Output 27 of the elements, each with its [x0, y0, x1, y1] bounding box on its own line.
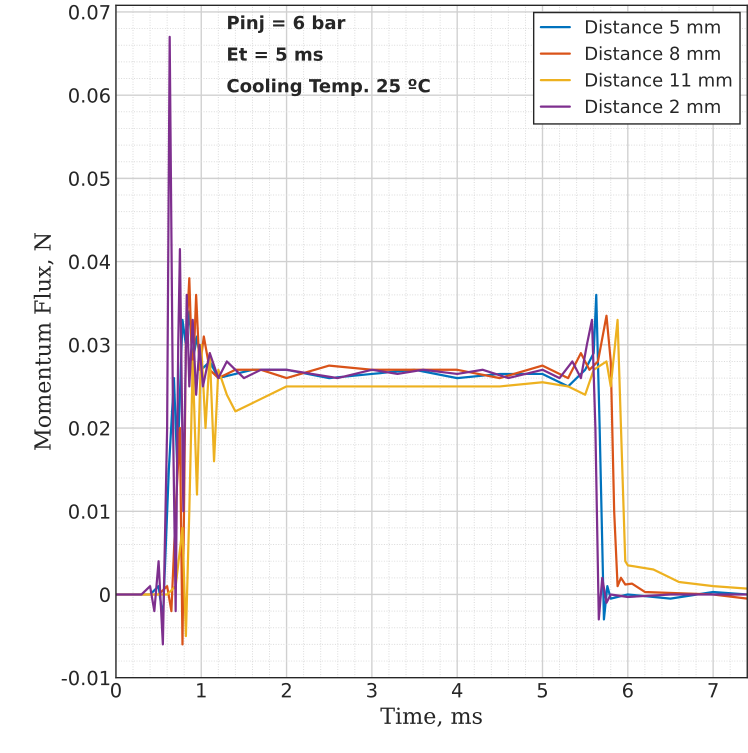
- y-tick-label: 0.03: [69, 338, 110, 352]
- y-tick-label: 0.02: [69, 420, 110, 436]
- y-tick-label: 0.01: [69, 504, 110, 519]
- legend-label: Distance 8 mm: [586, 46, 720, 60]
- x-tick-label: 4: [452, 683, 462, 698]
- line-series: [116, 36, 748, 646]
- y-axis-title: Momentum Flux, N: [34, 232, 54, 450]
- x-tick-label: 3: [367, 682, 377, 698]
- y-tick-label: -0.01: [62, 670, 110, 686]
- y-tick-label: 0: [100, 587, 110, 602]
- x-axis-title: Time, ms: [380, 707, 482, 727]
- x-tick-label: 7: [708, 683, 718, 698]
- y-tick-label: 0.04: [69, 254, 110, 270]
- x-tick-label: 2: [282, 682, 291, 698]
- annotation: Cooling Temp. 25 ºC: [227, 78, 430, 96]
- y-tick-label: 0.05: [69, 171, 110, 186]
- x-tick-label: 6: [622, 682, 633, 698]
- annotation: Et = 5 ms: [228, 48, 323, 61]
- annotation: Pinj = 6 bar: [228, 15, 346, 33]
- legend-label: Distance 2 mm: [586, 99, 720, 114]
- x-tick-label: 0: [111, 682, 121, 698]
- x-tick-label: 5: [538, 683, 547, 698]
- y-tick-label: 0.07: [69, 4, 110, 20]
- legend-label: Distance 11 mm: [586, 72, 732, 87]
- legend-label: Distance 5 mm: [586, 20, 720, 34]
- x-tick-label: 1: [197, 683, 206, 698]
- y-tick-label: 0.06: [69, 88, 110, 103]
